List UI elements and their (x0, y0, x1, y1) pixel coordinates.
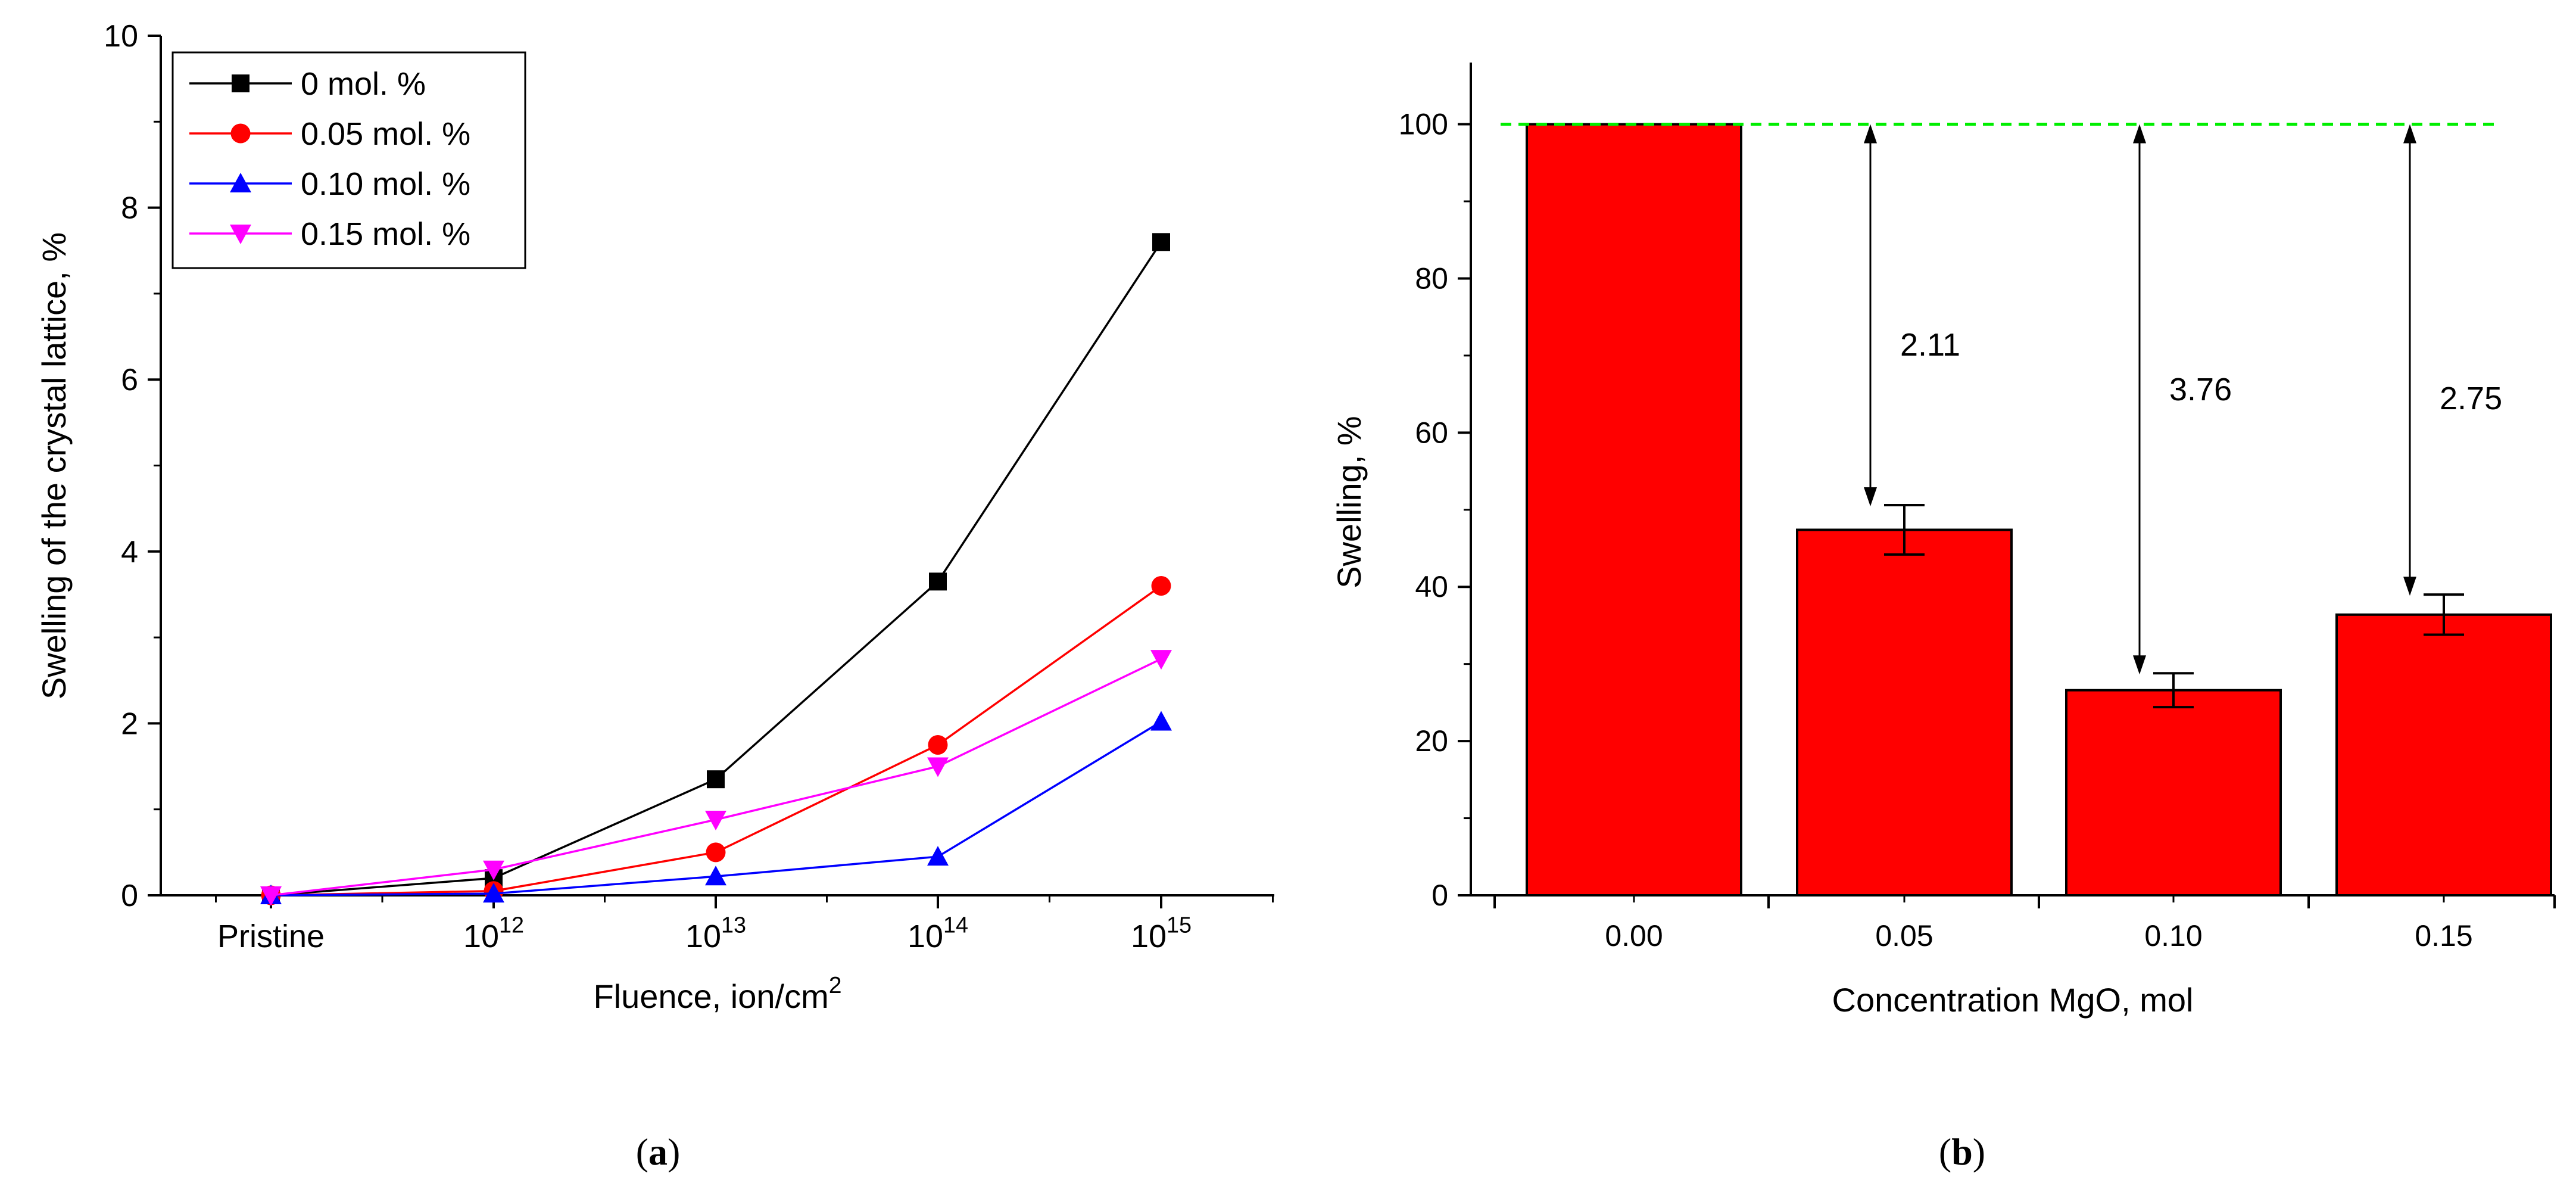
legend-marker (230, 123, 251, 144)
legend-label: 0.10 mol. % (301, 166, 470, 202)
y-tick-label: 0 (121, 879, 138, 913)
annotation-label: 3.76 (2169, 372, 2232, 407)
x-tick-label: 0.00 (1605, 919, 1663, 952)
data-point (260, 886, 282, 906)
y-tick-label: 60 (1415, 416, 1448, 449)
legend-marker (230, 173, 251, 192)
x-tick-label: 0.15 (2415, 919, 2472, 952)
annotation-arrow-head (1864, 487, 1877, 507)
y-tick-label: 100 (1399, 108, 1448, 141)
annotation-arrow-head (2133, 124, 2146, 144)
x-tick-label: 1012 (463, 913, 524, 954)
annotation-arrow-head (2403, 577, 2416, 596)
annotation-arrow-head (2133, 655, 2146, 675)
series-line (270, 241, 1162, 896)
bar (1796, 528, 2013, 896)
x-tick-label: 0.05 (1875, 919, 1933, 952)
annotation-label: 2.11 (1900, 327, 1960, 363)
data-point (1151, 576, 1171, 596)
annotation-arrow-head (1864, 124, 1877, 144)
data-point (1152, 233, 1170, 251)
bar (2065, 689, 2282, 896)
data-point (927, 757, 949, 777)
y-tick-label: 2 (121, 706, 138, 741)
y-tick-label: 80 (1415, 262, 1448, 295)
data-point (483, 883, 504, 903)
chart-b: 0 20 40 60 80 100 2.11 3.76 2.75 0.00 0.05 0.10 0.15… (1330, 63, 2556, 1173)
data-point (1150, 650, 1172, 670)
legend-label: 0 mol. % (301, 66, 426, 102)
legend-box (171, 51, 526, 269)
data-point (483, 860, 504, 880)
data-point (929, 572, 947, 591)
bar (1526, 123, 1742, 897)
x-tick-label: 0.10 (2144, 919, 2202, 952)
x-axis-label: Concentration MgO, mol (1832, 981, 2194, 1019)
y-axis-label: Swelling, % (1330, 416, 1368, 588)
data-point (927, 846, 949, 866)
y-axis-label: Swelling of the crystal lattice, % (35, 232, 73, 699)
legend: 0 mol. % 0.05 mol. % 0.10 mol. % 0.15 mol. … (171, 51, 526, 269)
data-point (707, 770, 725, 789)
legend-label: 0.05 mol. % (301, 116, 470, 152)
data-point (706, 842, 726, 863)
legend-marker (230, 225, 251, 244)
y-tick-label: 10 (104, 19, 138, 54)
annotation-label: 2.75 (2440, 381, 2502, 416)
x-tick-label: 1015 (1131, 913, 1192, 954)
data-point (1150, 711, 1172, 731)
y-tick-label: 4 (121, 535, 138, 569)
data-point (928, 734, 948, 755)
x-tick-label: 1013 (685, 913, 746, 954)
y-tick-label: 40 (1415, 570, 1448, 603)
data-point (705, 811, 726, 831)
y-tick-label: 20 (1415, 724, 1448, 758)
x-axis-label: Fluence, ion/cm2 (593, 973, 841, 1015)
y-tick-label: 0 (1432, 879, 1448, 912)
panel-label-a: (a) (636, 1131, 681, 1173)
data-point (705, 866, 726, 886)
annotation-arrow-head (2403, 124, 2416, 144)
y-tick-label: 8 (121, 191, 138, 226)
bar (2335, 613, 2552, 897)
panel-label-b: (b) (1939, 1131, 1985, 1173)
chart-a: 0 2 4 6 8 10 Pristine 1012 1013 1014 1015 Fluence, … (35, 19, 1274, 1173)
legend-label: 0.15 mol. % (301, 216, 470, 252)
legend-marker (232, 74, 250, 92)
x-tick-label: Pristine (217, 919, 325, 954)
y-tick-label: 6 (121, 363, 138, 397)
x-tick-label: 1014 (907, 913, 968, 954)
